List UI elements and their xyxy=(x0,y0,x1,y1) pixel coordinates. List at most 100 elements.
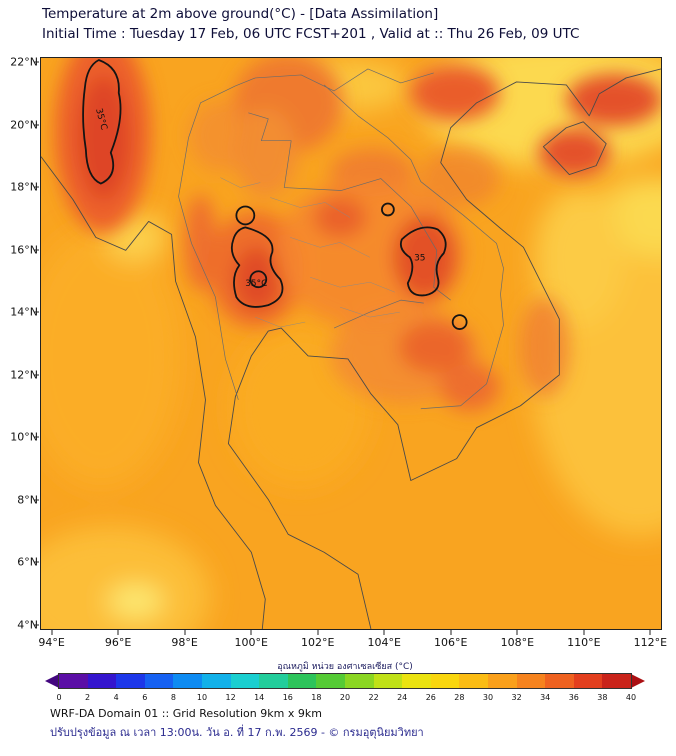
lat-tick-mark xyxy=(34,624,39,626)
lat-tick-label: 18°N xyxy=(10,180,38,194)
lon-tick-mark xyxy=(51,630,53,635)
lon-tick-label: 100°E xyxy=(234,636,268,649)
colorbar-segment xyxy=(344,674,374,688)
colorbar-segment xyxy=(487,674,517,688)
lat-tick-label: 16°N xyxy=(10,243,38,257)
page-header: Temperature at 2m above ground(°C) - [Da… xyxy=(42,6,579,43)
footer-domain-info: WRF-DA Domain 01 :: Grid Resolution 9km … xyxy=(50,707,322,720)
lat-tick-mark xyxy=(34,124,39,126)
map-subtitle: Initial Time : Tuesday 17 Feb, 06 UTC FC… xyxy=(42,26,580,42)
colorbar-segment xyxy=(516,674,546,688)
lat-tick-mark xyxy=(34,499,39,501)
footer-update-info: ปรับปรุงข้อมูล ณ เวลา 13:00น. วัน อ. ที่… xyxy=(50,726,424,739)
colorbar-tick-label: 26 xyxy=(425,693,436,702)
lon-tick-mark xyxy=(250,630,252,635)
colorbar-tick-label: 12 xyxy=(225,693,236,702)
colorbar-segment xyxy=(545,674,574,688)
lon-tick-mark xyxy=(516,630,518,635)
lon-tick-mark xyxy=(383,630,385,635)
lat-tick-label: 14°N xyxy=(10,305,38,319)
lat-tick-label: 4°N xyxy=(17,618,38,632)
colorbar-segment xyxy=(230,674,260,688)
country-borders xyxy=(178,68,504,410)
colorbar-tick-label: 4 xyxy=(113,693,119,702)
map-plot-area: 35°C 35°C 35 xyxy=(40,57,662,630)
temperature-map: 35°C 35°C 35 xyxy=(41,58,661,629)
colorbar-segment xyxy=(87,674,117,688)
lon-tick-mark xyxy=(583,630,585,635)
colorbar-tick-label: 8 xyxy=(170,693,176,702)
lon-tick-label: 110°E xyxy=(567,636,601,649)
colorbar-label: อุณหภูมิ หน่วย องศาเซลเซียส (°C) xyxy=(277,662,413,672)
colorbar-segment xyxy=(287,674,317,688)
colorbar-tick-label: 32 xyxy=(511,693,522,702)
lat-tick-mark xyxy=(34,561,39,563)
lat-tick-mark xyxy=(34,436,39,438)
colorbar-right-arrow xyxy=(630,674,645,688)
colorbar-tick-label: 2 xyxy=(85,693,91,702)
lat-tick-mark xyxy=(34,249,39,251)
lon-tick-label: 96°E xyxy=(104,636,132,649)
lon-tick-mark xyxy=(117,630,119,635)
colorbar-segment xyxy=(116,674,145,688)
contour-35c xyxy=(82,59,468,330)
lat-tick-label: 22°N xyxy=(10,55,38,69)
hainan-island-outline xyxy=(542,121,607,176)
lon-tick-label: 106°E xyxy=(434,636,468,649)
lat-tick-label: 12°N xyxy=(10,368,38,382)
colorbar-segment xyxy=(573,674,603,688)
colorbar-tick-label: 24 xyxy=(397,693,408,702)
lon-tick-label: 112°E xyxy=(633,636,668,649)
lon-tick-label: 102°E xyxy=(300,636,335,649)
colorbar-tick-label: 10 xyxy=(196,693,208,702)
lat-tick-label: 20°N xyxy=(10,118,38,132)
colorbar-tick-label: 0 xyxy=(56,693,62,702)
lat-tick-label: 6°N xyxy=(17,555,38,569)
lat-tick-label: 10°N xyxy=(10,430,38,444)
map-title: Temperature at 2m above ground(°C) - [Da… xyxy=(42,6,439,22)
colorbar-tick-label: 28 xyxy=(454,693,465,702)
colorbar-segment xyxy=(316,674,345,688)
colorbar-left-arrow xyxy=(45,674,59,688)
colorbar-segment xyxy=(59,674,88,688)
colorbar-segment xyxy=(373,674,403,688)
colorbar-tick-label: 36 xyxy=(568,693,579,702)
colorbar-segment xyxy=(602,674,631,688)
lon-tick-mark xyxy=(184,630,186,635)
colorbar-tick-label: 34 xyxy=(540,693,551,702)
colorbar-segment xyxy=(259,674,288,688)
colorbar xyxy=(45,674,645,688)
lon-tick-mark xyxy=(317,630,319,635)
colorbar-tick-label: 20 xyxy=(339,693,351,702)
colorbar-tick-label: 38 xyxy=(597,693,608,702)
contour-label-ne-thailand: 35 xyxy=(414,253,425,263)
colorbar-segment xyxy=(459,674,488,688)
colorbar-tick-label: 6 xyxy=(142,693,148,702)
colorbar-segment xyxy=(144,674,174,688)
lat-tick-mark xyxy=(34,374,39,376)
colorbar-tick-label: 30 xyxy=(482,693,494,702)
lon-tick-label: 104°E xyxy=(367,636,401,649)
lat-tick-mark xyxy=(34,186,39,188)
colorbar-tick-label: 40 xyxy=(625,693,637,702)
contour-label-central-thailand: 35°C xyxy=(245,279,267,289)
colorbar-tick-label: 14 xyxy=(254,693,265,702)
colorbar-tick-label: 18 xyxy=(311,693,322,702)
lon-tick-label: 98°E xyxy=(171,636,198,649)
colorbar-segment xyxy=(430,674,460,688)
lon-tick-label: 108°E xyxy=(500,636,535,649)
colorbar-tick-label: 22 xyxy=(368,693,379,702)
heat-field-hot-patches xyxy=(54,58,661,411)
colorbar-segment xyxy=(173,674,202,688)
colorbar-segment xyxy=(402,674,431,688)
province-borders xyxy=(220,177,400,328)
lon-tick-mark xyxy=(450,630,452,635)
colorbar-segment xyxy=(201,674,231,688)
coastline xyxy=(41,68,661,629)
lon-tick-label: 94°E xyxy=(38,636,65,649)
lat-tick-label: 8°N xyxy=(17,493,38,507)
colorbar-tick-label: 16 xyxy=(282,693,293,702)
lat-tick-mark xyxy=(34,61,39,63)
lat-tick-mark xyxy=(34,311,39,313)
